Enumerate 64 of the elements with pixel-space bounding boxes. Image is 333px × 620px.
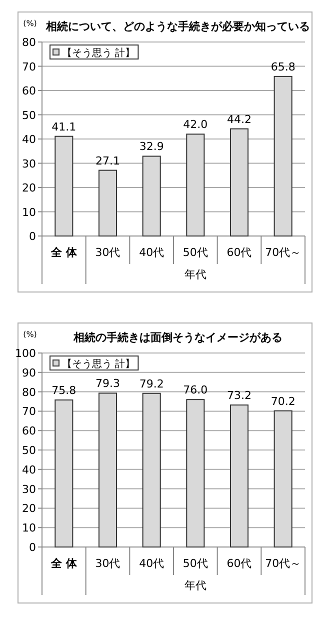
y-tick-label: 70 (22, 60, 36, 74)
y-tick-label: 30 (22, 482, 36, 496)
x-tick-label: 50代 (182, 246, 208, 259)
data-label: 44.2 (227, 112, 252, 126)
bar (274, 76, 292, 236)
y-tick-label: 40 (22, 463, 36, 476)
x-tick-label: 30代 (95, 246, 120, 259)
y-tick-label: 0 (29, 230, 36, 243)
data-label: 70.2 (270, 394, 296, 408)
x-tick-label: 70代～ (265, 557, 302, 570)
y-tick-label: 60 (22, 424, 36, 438)
x-tick-label: 40代 (139, 246, 164, 259)
data-label: 79.2 (139, 377, 164, 390)
y-axis-title: (%) (23, 330, 37, 339)
y-tick-label: 70 (22, 405, 36, 418)
data-label: 41.1 (52, 120, 76, 134)
bar (142, 392, 161, 548)
bar (54, 399, 74, 548)
bar (230, 128, 249, 236)
y-tick-label: 20 (22, 182, 36, 194)
y-tick-label: 10 (22, 206, 36, 219)
x-axis-title: 年代 (184, 579, 206, 592)
data-label: 27.1 (96, 154, 120, 168)
data-label: 42.0 (183, 118, 208, 132)
x-tick-label: 60代 (226, 557, 252, 570)
bar (142, 156, 161, 236)
data-label: 75.8 (52, 384, 76, 397)
bar (230, 404, 249, 548)
x-tick-label: 50代 (182, 557, 208, 570)
x-tick-label: 全 体 (50, 557, 78, 570)
bar (186, 134, 205, 236)
y-tick-label: 50 (22, 108, 36, 122)
y-tick-label: 30 (22, 157, 36, 170)
bar (98, 170, 118, 236)
chart-title: 相続の手続きは面倒そうなイメージがある (72, 331, 282, 344)
y-tick-label: 50 (22, 444, 36, 457)
y-tick-label: 0 (29, 541, 36, 554)
x-tick-label: 全 体 (50, 246, 78, 259)
bar (98, 392, 118, 548)
y-tick-label: 80 (22, 36, 36, 49)
y-tick-label: 10 (22, 522, 36, 535)
data-label: 79.3 (96, 377, 120, 390)
x-tick-label: 40代 (139, 557, 164, 570)
legend-label: 【そう思う 計】 (62, 358, 136, 370)
x-tick-label: 30代 (95, 557, 120, 570)
y-tick-label: 20 (22, 502, 36, 516)
y-tick-label: 40 (22, 133, 36, 146)
chart-title: 相続について、どのような手続きが必要か知っている (45, 20, 310, 33)
y-tick-label: 80 (22, 386, 36, 399)
bar (54, 136, 74, 236)
data-label: 65.8 (270, 60, 296, 74)
y-axis-title: (%) (23, 19, 37, 28)
y-tick-label: 90 (22, 366, 36, 380)
data-label: 32.9 (139, 140, 164, 154)
x-axis-title: 年代 (184, 268, 206, 281)
bar (274, 410, 292, 548)
data-label: 76.0 (183, 384, 208, 397)
data-label: 73.2 (227, 388, 252, 402)
bar (186, 399, 205, 548)
x-tick-label: 60代 (226, 246, 252, 259)
y-tick-label: 60 (22, 84, 36, 98)
legend-label: 【そう思う 計】 (62, 47, 136, 59)
x-tick-label: 70代～ (265, 246, 302, 259)
y-tick-label: 100 (15, 347, 36, 360)
